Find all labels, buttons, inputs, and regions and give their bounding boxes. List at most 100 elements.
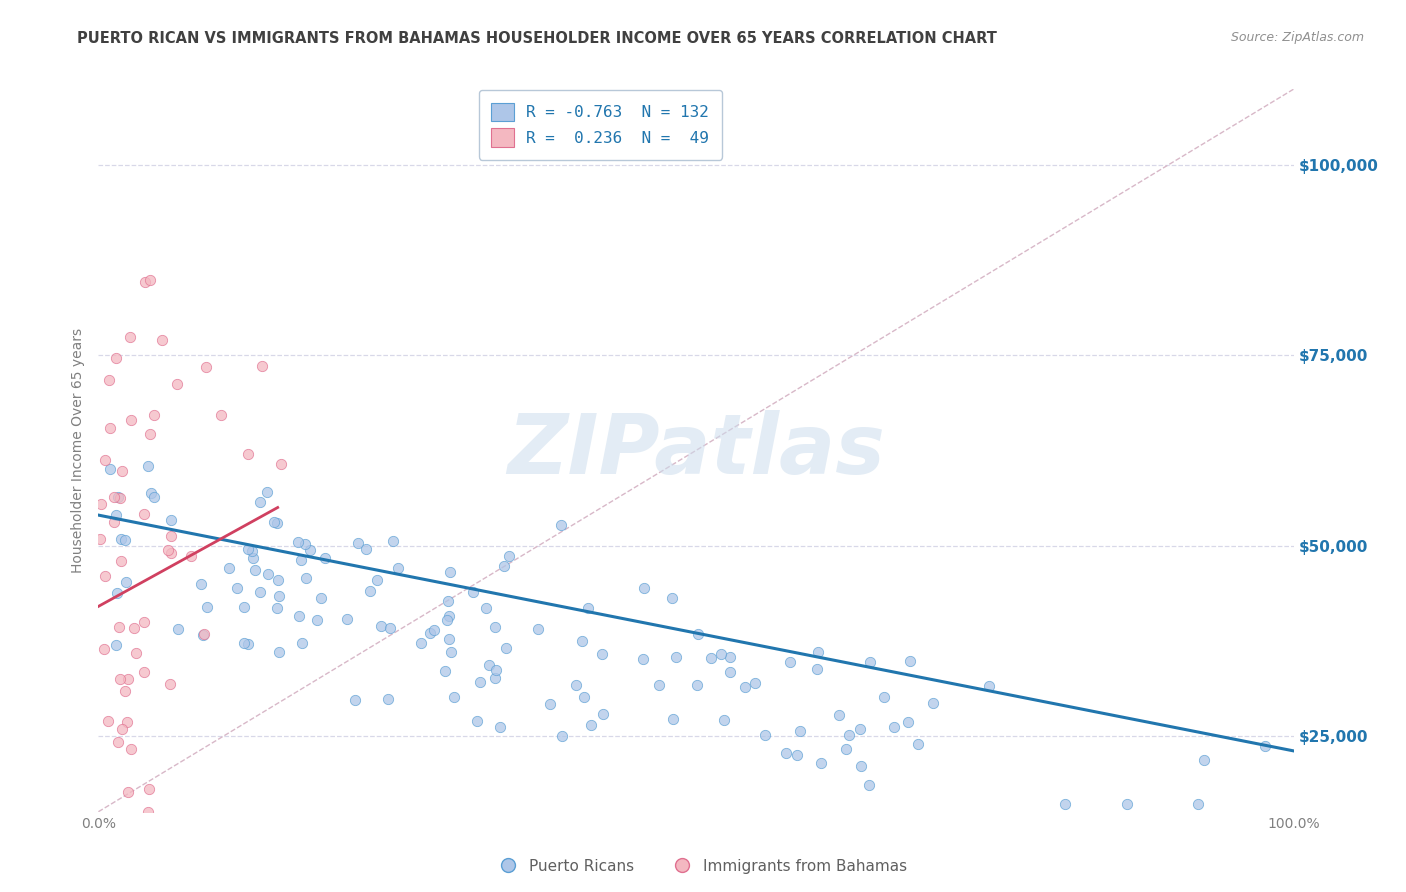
Text: ZIPatlas: ZIPatlas bbox=[508, 410, 884, 491]
Point bbox=[267, 644, 290, 658]
Point bbox=[433, 665, 456, 679]
Point bbox=[718, 665, 741, 679]
Point bbox=[139, 486, 162, 500]
Point bbox=[150, 334, 173, 348]
Legend: R = -0.763  N = 132, R =  0.236  N =  49: R = -0.763 N = 132, R = 0.236 N = 49 bbox=[478, 90, 723, 160]
Point bbox=[111, 722, 134, 736]
Point bbox=[218, 561, 240, 575]
Point bbox=[564, 678, 586, 692]
Point bbox=[167, 622, 190, 636]
Point bbox=[291, 636, 314, 650]
Point bbox=[873, 690, 896, 704]
Point bbox=[263, 515, 285, 529]
Point bbox=[688, 627, 710, 641]
Text: PUERTO RICAN VS IMMIGRANTS FROM BAHAMAS HOUSEHOLDER INCOME OVER 65 YEARS CORRELA: PUERTO RICAN VS IMMIGRANTS FROM BAHAMAS … bbox=[77, 31, 997, 46]
Point bbox=[103, 515, 125, 529]
Point bbox=[309, 591, 332, 605]
Point bbox=[907, 737, 929, 751]
Point bbox=[1116, 797, 1139, 811]
Point bbox=[270, 457, 292, 471]
Point bbox=[93, 641, 115, 656]
Point bbox=[314, 551, 336, 566]
Point bbox=[98, 373, 121, 387]
Point bbox=[159, 677, 181, 691]
Point bbox=[104, 638, 127, 652]
Point bbox=[138, 782, 160, 797]
Point bbox=[898, 654, 921, 668]
Point bbox=[492, 559, 515, 574]
Point bbox=[849, 723, 872, 737]
Point bbox=[370, 618, 392, 632]
Point bbox=[193, 627, 215, 641]
Point bbox=[117, 673, 139, 687]
Point bbox=[108, 491, 131, 506]
Point bbox=[550, 730, 572, 744]
Point bbox=[498, 549, 520, 563]
Y-axis label: Householder Income Over 65 years: Householder Income Over 65 years bbox=[72, 328, 86, 573]
Point bbox=[290, 553, 312, 567]
Point bbox=[250, 359, 273, 374]
Point bbox=[114, 575, 136, 590]
Point bbox=[156, 542, 179, 557]
Point bbox=[249, 495, 271, 509]
Point bbox=[718, 650, 741, 665]
Point bbox=[443, 690, 465, 704]
Point bbox=[465, 714, 488, 728]
Point bbox=[381, 534, 404, 549]
Point bbox=[440, 645, 463, 659]
Point bbox=[194, 359, 217, 374]
Point bbox=[114, 684, 136, 698]
Point bbox=[592, 706, 614, 721]
Point bbox=[107, 735, 129, 749]
Point bbox=[419, 625, 441, 640]
Point bbox=[305, 613, 328, 627]
Point bbox=[436, 613, 458, 627]
Point bbox=[122, 622, 145, 636]
Point bbox=[90, 497, 112, 511]
Point bbox=[142, 409, 165, 423]
Point bbox=[105, 351, 128, 366]
Point bbox=[136, 805, 159, 819]
Point bbox=[710, 647, 733, 661]
Point bbox=[1053, 797, 1076, 811]
Point bbox=[232, 599, 254, 614]
Point bbox=[779, 655, 801, 669]
Point bbox=[838, 728, 860, 742]
Point bbox=[474, 601, 496, 615]
Point bbox=[242, 551, 264, 566]
Point bbox=[661, 591, 683, 605]
Point bbox=[143, 490, 166, 504]
Point bbox=[354, 541, 377, 556]
Point bbox=[461, 585, 484, 599]
Point bbox=[550, 518, 572, 533]
Point bbox=[439, 632, 461, 646]
Point bbox=[233, 636, 256, 650]
Point bbox=[835, 742, 858, 756]
Point bbox=[104, 508, 127, 522]
Point bbox=[121, 742, 143, 756]
Point bbox=[105, 586, 128, 600]
Point bbox=[377, 691, 399, 706]
Point bbox=[240, 544, 263, 558]
Point bbox=[243, 563, 266, 577]
Point bbox=[136, 458, 159, 473]
Point bbox=[98, 421, 121, 435]
Point bbox=[574, 690, 596, 704]
Point bbox=[571, 633, 593, 648]
Point bbox=[648, 678, 671, 692]
Point bbox=[267, 590, 290, 604]
Point bbox=[299, 543, 322, 558]
Point bbox=[256, 484, 278, 499]
Point bbox=[734, 681, 756, 695]
Point bbox=[1192, 753, 1215, 767]
Point bbox=[287, 609, 309, 624]
Point bbox=[115, 714, 138, 729]
Point bbox=[661, 712, 683, 726]
Legend: Puerto Ricans, Immigrants from Bahamas: Puerto Ricans, Immigrants from Bahamas bbox=[492, 853, 914, 880]
Point bbox=[744, 675, 766, 690]
Point bbox=[139, 273, 162, 287]
Point bbox=[366, 574, 388, 588]
Point bbox=[478, 657, 501, 672]
Point bbox=[806, 662, 828, 676]
Point bbox=[468, 675, 491, 690]
